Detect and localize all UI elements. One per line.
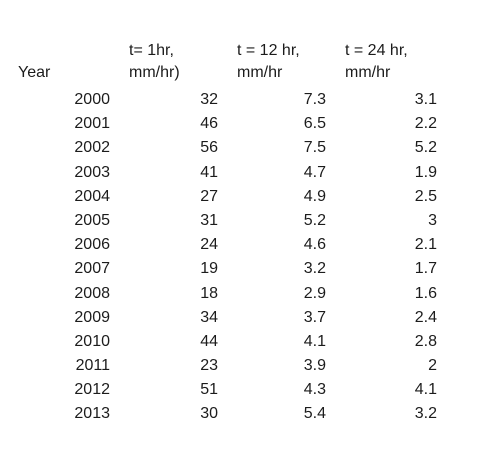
t24-cell: 1.9 (414, 163, 437, 181)
year-cell: 2006 (74, 236, 110, 254)
year-cell: 2010 (74, 332, 110, 350)
header-t1-line1: t= 1hr, (129, 42, 174, 59)
t1-cell: 34 (200, 308, 218, 326)
t24-cell: 3 (428, 211, 437, 229)
header-t24-line1: t = 24 hr, (345, 42, 408, 59)
header-t12-line1: t = 12 hr, (237, 42, 300, 59)
t24-cell: 2.1 (414, 236, 437, 254)
year-cell: 2012 (74, 381, 110, 399)
t12-cell: 5.4 (303, 405, 326, 423)
t24-cell: 2 (428, 357, 437, 375)
t24-cell: 2.8 (414, 332, 437, 350)
t24-cell: 2.5 (414, 187, 437, 205)
t1-cell: 32 (200, 91, 218, 108)
table-row: 2008 18 2.9 1.6 (0, 282, 489, 306)
table-row: 2011 23 3.9 2 (0, 354, 489, 378)
table-row: 2006 24 4.6 2.1 (0, 233, 489, 257)
table-row: 2001 46 6.5 2.2 (0, 112, 489, 136)
year-cell: 2009 (74, 308, 110, 326)
t1-cell: 30 (200, 405, 218, 423)
year-cell: 2008 (74, 284, 110, 302)
t1-cell: 44 (200, 332, 218, 350)
header-t24: t = 24 hr, mm/hr (345, 40, 408, 84)
t12-cell: 2.9 (303, 284, 326, 302)
t24-cell: 1.7 (414, 260, 437, 278)
t12-cell: 6.5 (303, 115, 326, 133)
table-body: 2000 32 7.3 3.1 2001 46 6.5 2.2 2002 56 7.5 5.2 2003… (0, 88, 489, 427)
t12-cell: 3.9 (303, 357, 326, 375)
t24-cell: 1.6 (414, 284, 437, 302)
table-row: 2000 32 7.3 3.1 (0, 88, 489, 112)
table-row: 2012 51 4.3 4.1 (0, 378, 489, 402)
year-cell: 2013 (74, 405, 110, 423)
header-t12-line2: mm/hr (237, 64, 283, 81)
t12-cell: 3.7 (303, 308, 326, 326)
t1-cell: 41 (200, 163, 218, 181)
t24-cell: 5.2 (414, 139, 437, 157)
t24-cell: 2.2 (414, 115, 437, 133)
header-t1-line2: mm/hr) (129, 64, 180, 81)
t1-cell: 19 (200, 260, 218, 278)
table-row: 2002 56 7.5 5.2 (0, 136, 489, 160)
header-year: Year (18, 62, 50, 84)
t12-cell: 7.5 (303, 139, 326, 157)
year-cell: 2007 (74, 260, 110, 278)
table-row: 2009 34 3.7 2.4 (0, 306, 489, 330)
t12-cell: 4.1 (303, 332, 326, 350)
t12-cell: 7.3 (303, 91, 326, 108)
header-year-label: Year (18, 64, 51, 81)
t12-cell: 4.9 (303, 187, 326, 205)
t1-cell: 18 (200, 284, 218, 302)
header-t1: t= 1hr, mm/hr) (129, 40, 180, 84)
t1-cell: 24 (200, 236, 218, 254)
table-row: 2003 41 4.7 1.9 (0, 161, 489, 185)
t12-cell: 5.2 (303, 211, 326, 229)
t1-cell: 46 (200, 115, 218, 133)
t12-cell: 4.7 (303, 163, 326, 181)
t24-cell: 2.4 (414, 308, 437, 326)
year-cell: 2000 (74, 91, 110, 108)
year-cell: 2003 (74, 163, 110, 181)
year-cell: 2004 (74, 187, 110, 205)
t12-cell: 4.6 (303, 236, 326, 254)
t1-cell: 31 (200, 211, 218, 229)
header-t12: t = 12 hr, mm/hr (237, 40, 300, 84)
t1-cell: 23 (200, 357, 218, 375)
table-row: 2004 27 4.9 2.5 (0, 185, 489, 209)
t1-cell: 56 (200, 139, 218, 157)
t1-cell: 27 (200, 187, 218, 205)
table-row: 2007 19 3.2 1.7 (0, 257, 489, 281)
t24-cell: 4.1 (414, 381, 437, 399)
table-row: 2010 44 4.1 2.8 (0, 330, 489, 354)
year-cell: 2001 (74, 115, 110, 133)
table-row: 2013 30 5.4 3.2 (0, 402, 489, 426)
t1-cell: 51 (200, 381, 218, 399)
header-t24-line2: mm/hr (345, 64, 391, 81)
year-cell: 2005 (74, 211, 110, 229)
t12-cell: 4.3 (303, 381, 326, 399)
year-cell: 2011 (75, 357, 110, 375)
t12-cell: 3.2 (303, 260, 326, 278)
t24-cell: 3.1 (414, 91, 437, 108)
table-row: 2005 31 5.2 3 (0, 209, 489, 233)
year-cell: 2002 (74, 139, 110, 157)
t24-cell: 3.2 (414, 405, 437, 423)
